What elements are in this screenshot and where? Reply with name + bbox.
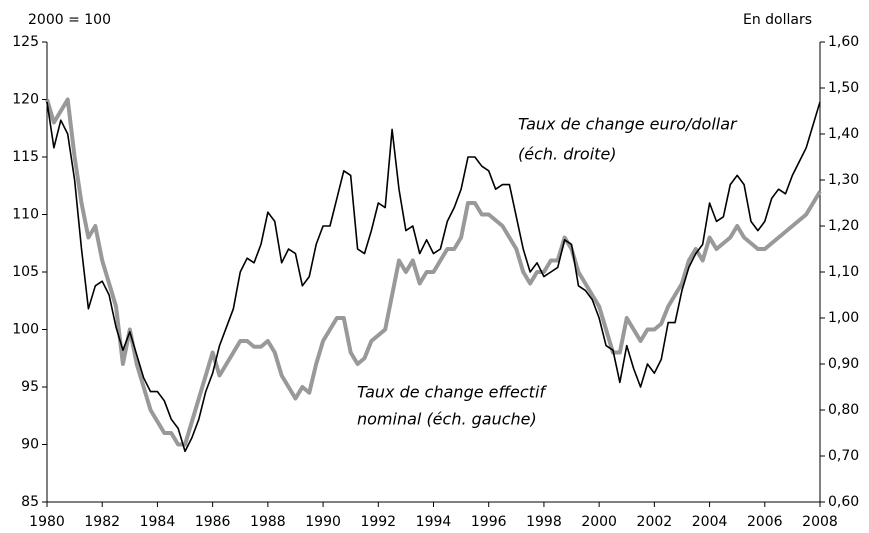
x-tick-label: 1986 — [195, 514, 231, 530]
x-tick-label: 1994 — [416, 514, 452, 530]
y2-tick-label: 1,60 — [828, 34, 859, 50]
series-line — [45, 97, 822, 447]
x-tick-label: 1988 — [250, 514, 286, 530]
y-tick-label: 110 — [12, 207, 39, 223]
y-tick-label: 125 — [12, 34, 39, 50]
y2-tick-label: 1,40 — [828, 126, 859, 142]
y2-tick-label: 1,30 — [828, 172, 859, 188]
y-tick-label: 95 — [21, 379, 39, 395]
y2-tick-label: 0,60 — [828, 494, 859, 510]
y-tick-label: 90 — [21, 437, 39, 453]
annotation: (éch. droite) — [518, 145, 617, 164]
x-tick-label: 1998 — [526, 514, 562, 530]
x-tick-label: 1982 — [84, 514, 120, 530]
annotation: Taux de change effectif — [357, 383, 547, 402]
y2-tick-label: 1,20 — [828, 218, 859, 234]
annotation: nominal (éch. gauche) — [357, 410, 537, 429]
y2-tick-label: 1,10 — [828, 264, 859, 280]
y2-tick-label: 0,90 — [828, 356, 859, 372]
x-tick-label: 1980 — [29, 514, 65, 530]
y-tick-label: 100 — [12, 322, 39, 338]
x-tick-label: 2002 — [637, 514, 673, 530]
x-tick-label: 2008 — [802, 514, 838, 530]
x-tick-label: 1992 — [360, 514, 396, 530]
y-axis-label: 2000 = 100 — [28, 12, 111, 28]
series-line — [46, 101, 821, 453]
y2-axis-label: En dollars — [743, 12, 812, 28]
y-tick-label: 120 — [12, 92, 39, 108]
y2-tick-label: 1,00 — [828, 310, 859, 326]
x-tick-label: 1984 — [140, 514, 176, 530]
y-tick-label: 115 — [12, 149, 39, 165]
y-tick-label: 85 — [21, 494, 39, 510]
annotation: Taux de change euro/dollar — [518, 115, 738, 134]
x-tick-label: 1996 — [471, 514, 507, 530]
x-tick-label: 2000 — [581, 514, 617, 530]
x-tick-label: 2006 — [747, 514, 783, 530]
y2-tick-label: 0,70 — [828, 448, 859, 464]
y2-tick-label: 0,80 — [828, 402, 859, 418]
y-tick-label: 105 — [12, 264, 39, 280]
y2-tick-label: 1,50 — [828, 80, 859, 96]
x-tick-label: 1990 — [305, 514, 341, 530]
x-tick-label: 2004 — [692, 514, 728, 530]
